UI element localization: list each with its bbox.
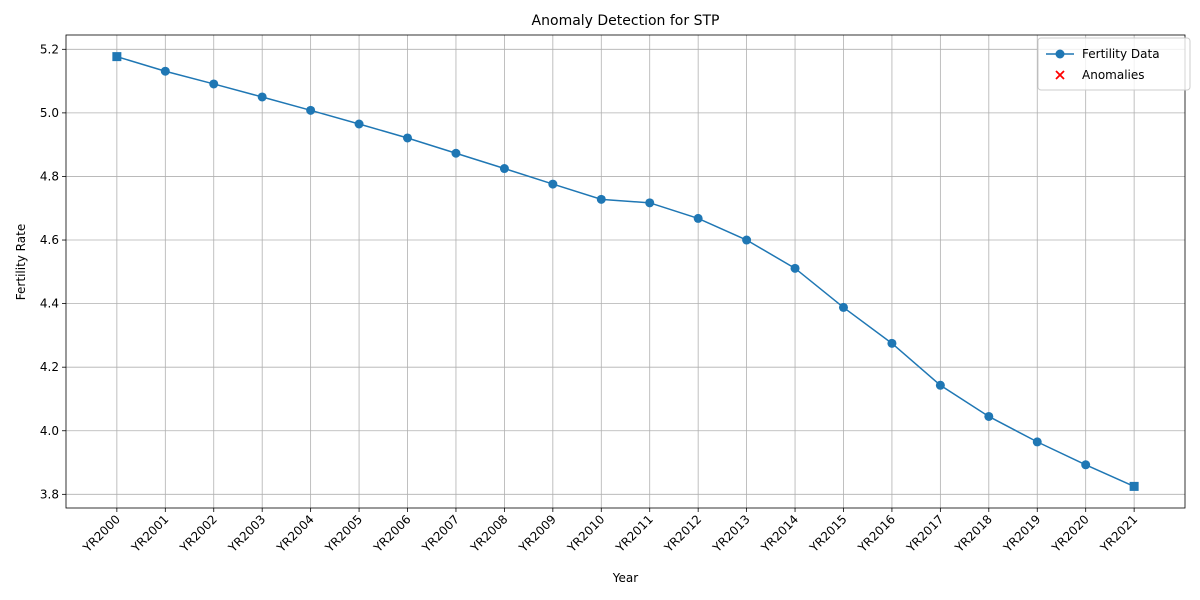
data-point (887, 338, 897, 348)
y-axis-label: Fertility Rate (14, 224, 28, 300)
data-point (742, 235, 752, 245)
y-tick-label: 4.8 (40, 169, 59, 183)
data-point (1081, 460, 1091, 470)
data-point (209, 79, 219, 89)
data-point (790, 263, 800, 273)
data-point (257, 92, 267, 102)
data-point (354, 119, 364, 129)
legend-label-fertility: Fertility Data (1082, 47, 1160, 61)
data-point (693, 213, 703, 223)
data-point (1032, 437, 1042, 447)
y-tick-label: 4.0 (40, 424, 59, 438)
chart-title: Anomaly Detection for STP (532, 13, 720, 29)
data-point (112, 52, 122, 62)
data-point (596, 194, 606, 204)
data-point (935, 380, 945, 390)
x-axis-label: Year (612, 571, 638, 585)
data-point (548, 179, 558, 189)
data-point (645, 198, 655, 208)
y-tick-label: 4.2 (40, 360, 59, 374)
data-point (984, 411, 994, 421)
y-tick-label: 3.8 (40, 487, 59, 501)
legend-box (1037, 37, 1191, 91)
plot-frame (65, 34, 1186, 509)
data-point (306, 105, 316, 115)
legend-marker-fertility (1055, 49, 1065, 59)
legend-label-anomalies: Anomalies (1082, 68, 1145, 82)
y-tick-label: 4.4 (40, 297, 59, 311)
grid (66, 35, 1185, 508)
y-ticks: 3.8 4.0 4.2 4.4 4.6 4.8 5.0 5.2 (40, 42, 66, 501)
legend: Fertility Data Anomalies (1037, 37, 1191, 91)
data-point (499, 164, 509, 174)
axes (65, 34, 1186, 509)
data-point (1129, 481, 1139, 491)
series (112, 52, 1139, 491)
y-tick-label: 4.6 (40, 233, 59, 247)
data-point (160, 66, 170, 76)
y-tick-label: 5.2 (40, 42, 59, 56)
y-tick-label: 5.0 (40, 106, 59, 120)
series-line-fertility (116, 55, 1135, 488)
legend-marker-anomalies (1055, 70, 1065, 80)
data-point (838, 302, 848, 312)
data-point (451, 148, 461, 158)
data-point (403, 133, 413, 143)
